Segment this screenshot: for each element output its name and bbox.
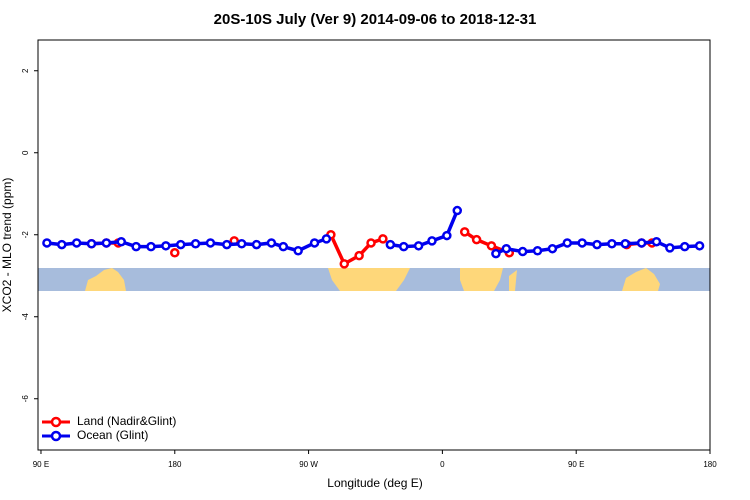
y-axis-label: XCO2 - MLO trend (ppm) [0, 178, 14, 313]
data-point [413, 241, 424, 251]
x-tick-label: 90 E [568, 460, 584, 469]
data-point [339, 259, 350, 269]
data-point [378, 234, 388, 244]
legend-marker [50, 430, 62, 442]
data-point [222, 239, 232, 250]
data-point [679, 241, 690, 252]
data-point [651, 236, 662, 247]
data-point [190, 239, 201, 249]
data-point [309, 238, 320, 248]
data-point [161, 241, 171, 251]
data-point [57, 239, 67, 250]
data-point [532, 245, 543, 256]
data-point [175, 239, 186, 250]
x-axis-label: Longitude (deg E) [327, 476, 422, 490]
data-point [452, 205, 463, 216]
data-point [293, 245, 303, 256]
y-tick-label: -2 [21, 231, 30, 239]
data-point [354, 250, 364, 261]
data-point [486, 241, 497, 251]
data-point [398, 241, 409, 252]
series-line [463, 230, 510, 255]
data-point [620, 239, 631, 249]
y-tick-label: -6 [21, 395, 30, 403]
chart-title: 20S-10S July (Ver 9) 2014-09-06 to 2018-… [214, 11, 537, 28]
data-point [251, 239, 262, 250]
legend-marker [50, 416, 62, 428]
data-point [427, 236, 437, 246]
data-point [170, 248, 180, 258]
series-line [390, 209, 459, 249]
data-point [592, 239, 602, 250]
data-point [459, 227, 470, 237]
legend-label: Ocean (Glint) [77, 428, 148, 442]
x-tick-label: 180 [168, 460, 182, 469]
x-tick-label: 180 [703, 460, 717, 469]
y-tick-label: -4 [21, 313, 30, 321]
data-point [547, 243, 558, 254]
data-point [266, 238, 277, 248]
data-point [131, 241, 141, 252]
data-point [366, 238, 376, 248]
data-point [562, 238, 573, 248]
data-point [385, 239, 396, 250]
x-tick-label: 0 [440, 460, 445, 469]
data-point [321, 234, 332, 244]
data-point [471, 234, 482, 245]
x-tick-label: 90 E [33, 460, 49, 469]
data-point [577, 238, 587, 248]
legend-label: Land (Nadir&Glint) [77, 414, 176, 428]
data-point [278, 241, 289, 252]
x-tick-label: 90 W [299, 460, 318, 469]
data-point [71, 238, 82, 248]
data-point [517, 246, 528, 257]
data-point [42, 238, 52, 248]
data-point [694, 241, 705, 251]
data-point [146, 241, 156, 252]
y-tick-label: 2 [21, 68, 30, 73]
data-point [101, 238, 112, 248]
data-point [442, 230, 452, 241]
data-point [236, 239, 247, 249]
data-point [205, 238, 216, 248]
data-point [491, 248, 501, 259]
data-point [116, 236, 127, 247]
y-tick-label: 0 [21, 150, 30, 155]
plot-frame [37, 39, 711, 451]
data-point [501, 243, 512, 254]
data-point [607, 239, 617, 249]
data-point [636, 238, 647, 248]
map-strip [38, 268, 710, 291]
data-point [665, 243, 675, 253]
data-point [86, 239, 97, 249]
